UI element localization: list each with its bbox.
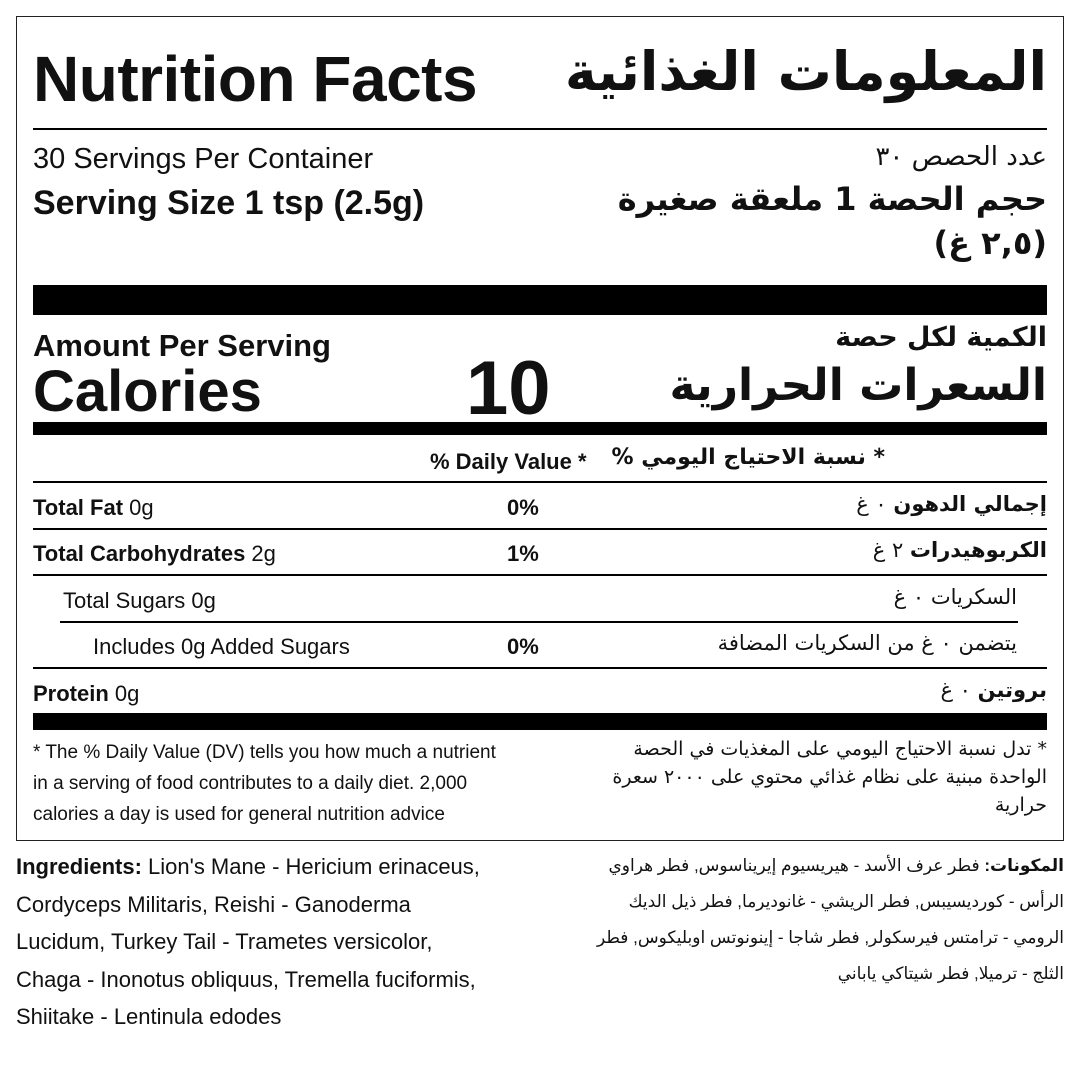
nutrient-row-total-carbohydrates-ar: الكربوهيدرات ٢ غ bbox=[873, 538, 1047, 562]
nutrient-amount: 0g bbox=[123, 495, 154, 520]
nutrient-name-ar: الكربوهيدرات bbox=[909, 538, 1047, 562]
nutrient-row-protein-ar: بروتين ٠ غ bbox=[940, 678, 1047, 702]
nutrient-name: Total Carbohydrates bbox=[33, 541, 246, 566]
nutrient-row-total-sugars-ar: السكريات ٠ غ bbox=[893, 585, 1017, 609]
footnote-line: حرارية bbox=[994, 794, 1047, 816]
ingredients-line: الرومي - ترامتس فيرسكولر, فطر شاجا - إين… bbox=[596, 928, 1064, 947]
serving-size-ar: حجم الحصة 1 ملعقة صغيرة bbox=[617, 180, 1047, 218]
ingredients-label-ar: المكونات: bbox=[984, 856, 1064, 875]
serving-size-en: Serving Size 1 tsp (2.5g) bbox=[33, 184, 425, 222]
ingredients-line: الرأس - كورديسيبس, فطر الريشي - غانوديرم… bbox=[628, 892, 1064, 911]
thick-divider bbox=[33, 285, 1047, 315]
amount-per-serving-en: Amount Per Serving bbox=[33, 328, 331, 363]
nutrient-amount-ar: ٠ غ bbox=[940, 678, 978, 702]
nutrient-amount-ar: ٢ غ bbox=[872, 538, 910, 562]
footnote-line: * تدل نسبة الاحتياج اليومي على المغذيات … bbox=[633, 738, 1047, 760]
dv-header-ar: * نسبة الاحتياج اليومي % bbox=[611, 445, 885, 470]
nutrient-row-added-sugars-ar: يتضمن ٠ غ من السكريات المضافة bbox=[717, 631, 1017, 655]
calories-value: 10 bbox=[466, 346, 551, 431]
ingredients-line: Lion's Mane - Hericium erinaceus, bbox=[141, 854, 480, 879]
dv-header-en: % Daily Value * bbox=[430, 449, 587, 474]
nutrient-row-total-carbohydrates: Total Carbohydrates 2g bbox=[33, 541, 276, 567]
calories-label-en: Calories bbox=[33, 359, 262, 424]
footnote-line: الواحدة مبنية على نظام غذائي محتوي على ٢… bbox=[612, 766, 1047, 788]
nutrient-name: Total Fat bbox=[33, 495, 124, 520]
nutrition-facts-panel bbox=[16, 16, 1064, 841]
footnote-ar: * تدل نسبة الاحتياج اليومي على المغذيات … bbox=[612, 735, 1047, 819]
ingredients-line: الثلج - ترميلا, فطر شيتاكي ياباني bbox=[837, 964, 1064, 983]
divider bbox=[33, 667, 1047, 669]
thick-divider bbox=[33, 713, 1047, 730]
nutrient-name-ar: إجمالي الدهون bbox=[893, 492, 1047, 516]
footnote-en: * The % Daily Value (DV) tells you how m… bbox=[33, 737, 496, 830]
nutrient-row-protein: Protein 0g bbox=[33, 681, 139, 707]
nutrient-dv: 1% bbox=[507, 541, 539, 566]
amount-per-serving-ar: الكمية لكل حصة bbox=[835, 322, 1047, 353]
divider bbox=[33, 528, 1047, 530]
title-ar: المعلومات الغذائية bbox=[564, 40, 1047, 103]
serving-size-ar-line2: (٢,٥ غ) bbox=[933, 224, 1047, 262]
nutrient-dv: 0% bbox=[507, 634, 539, 659]
medium-divider bbox=[33, 422, 1047, 435]
title-en: Nutrition Facts bbox=[33, 43, 478, 115]
nutrient-amount: 2g bbox=[245, 541, 276, 566]
footnote-line: calories a day is used for general nutri… bbox=[33, 804, 445, 825]
ingredients-en: Ingredients: Lion's Mane - Hericium erin… bbox=[16, 848, 480, 1036]
ingredients-label: Ingredients: bbox=[16, 854, 142, 879]
nutrient-row-total-fat: Total Fat 0g bbox=[33, 495, 154, 521]
nutrient-row-total-sugars: Total Sugars 0g bbox=[63, 588, 216, 613]
nutrient-row-added-sugars: Includes 0g Added Sugars bbox=[93, 634, 350, 659]
ingredients-line: Lucidum, Turkey Tail - Trametes versicol… bbox=[16, 929, 433, 954]
divider bbox=[33, 481, 1047, 483]
ingredients-line: Cordyceps Militaris, Reishi - Ganoderma bbox=[16, 891, 411, 917]
nutrient-amount: 0g bbox=[108, 681, 140, 706]
nutrient-name-ar: بروتين bbox=[977, 678, 1047, 702]
divider bbox=[60, 621, 1018, 623]
footnote-line: * The % Daily Value (DV) tells you how m… bbox=[33, 742, 496, 763]
footnote-line: in a serving of food contributes to a da… bbox=[33, 773, 468, 794]
servings-per-container-ar: عدد الحصص ٣٠ bbox=[875, 142, 1047, 172]
calories-label-ar: السعرات الحرارية bbox=[669, 360, 1047, 411]
ingredients-ar: المكونات: فطر عرف الأسد - هيريسيوم إيرين… bbox=[597, 848, 1064, 992]
divider bbox=[33, 574, 1047, 576]
ingredients-line: Shiitake - Lentinula edodes bbox=[16, 1004, 282, 1029]
nutrient-name: Protein bbox=[33, 681, 109, 706]
servings-per-container-en: 30 Servings Per Container bbox=[33, 143, 374, 175]
nutrient-amount-ar: ٠ غ bbox=[856, 492, 894, 516]
ingredients-line: فطر عرف الأسد - هيريسيوم إيريناسوس, فطر … bbox=[608, 856, 985, 875]
nutrient-dv: 0% bbox=[507, 495, 539, 520]
nutrient-row-total-fat-ar: إجمالي الدهون ٠ غ bbox=[856, 492, 1047, 516]
divider bbox=[33, 128, 1047, 130]
ingredients-line: Chaga - Inonotus obliquus, Tremella fuci… bbox=[16, 966, 476, 992]
